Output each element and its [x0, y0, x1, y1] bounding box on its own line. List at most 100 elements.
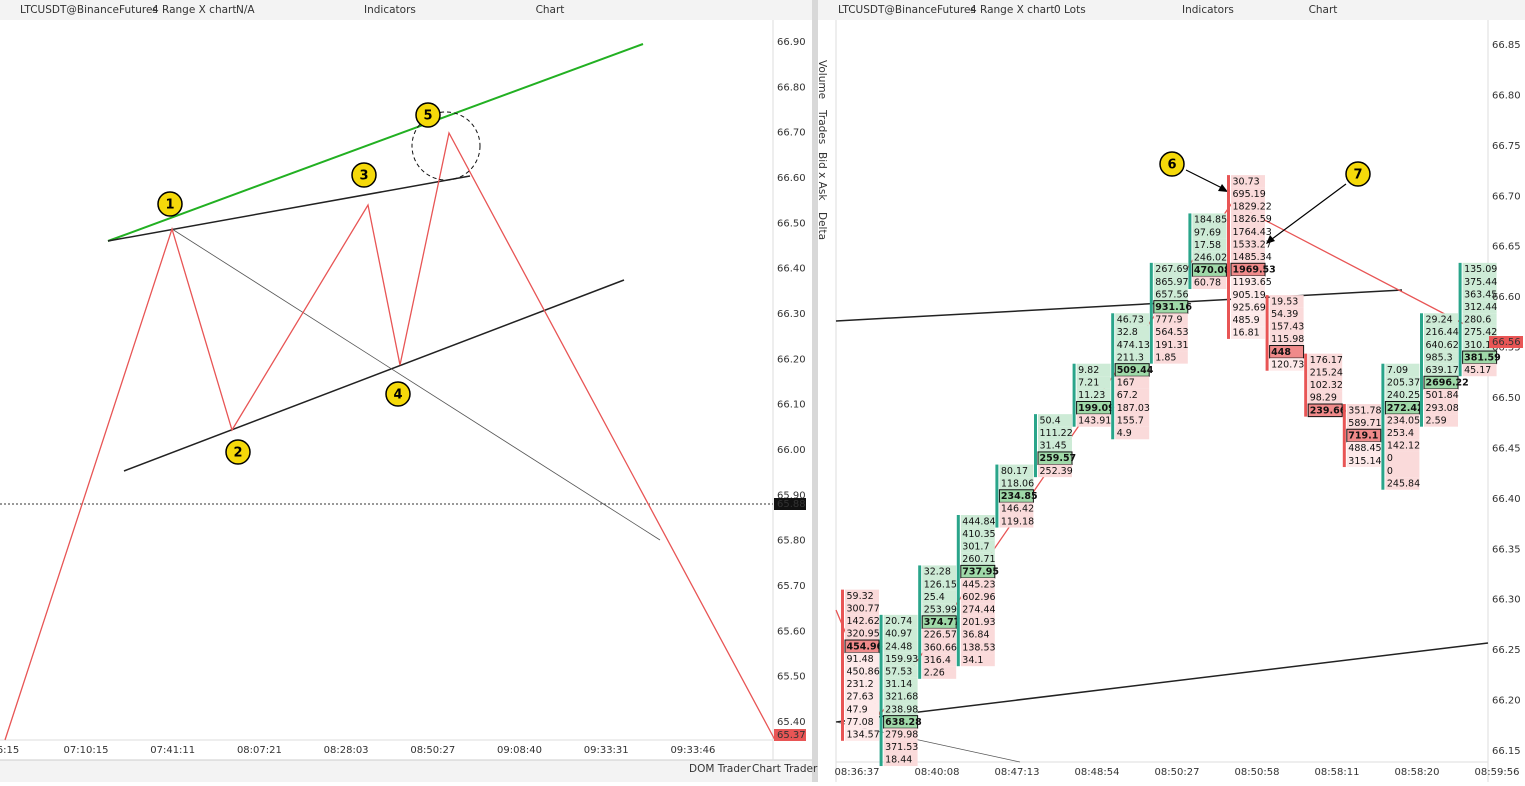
- cell-value: 351.78: [1348, 405, 1381, 416]
- cell: [1462, 313, 1497, 326]
- cell-value: 239.66: [1310, 405, 1347, 416]
- cell-value: 191.31: [1155, 340, 1188, 351]
- zigzag: [4, 131, 776, 741]
- cluster-bar: [1072, 363, 1076, 427]
- cell: [1462, 300, 1497, 314]
- dom-trader[interactable]: DOM Trader: [689, 763, 751, 775]
- cell-value: 509.44: [1117, 365, 1154, 376]
- cell: [1308, 391, 1343, 405]
- cell-value: 363.45: [1464, 289, 1497, 300]
- cell-value: 138.53: [962, 642, 995, 653]
- cell-value: 259.57: [1040, 453, 1077, 464]
- cell: [960, 615, 995, 629]
- price-label: 66.80: [777, 82, 806, 93]
- price-label: 65.70: [777, 581, 806, 592]
- price-label: 66.65: [1492, 242, 1521, 253]
- cell: [845, 652, 879, 666]
- cell-value: 865.97: [1155, 277, 1188, 288]
- price-label: 66.30: [1492, 595, 1521, 606]
- cell-value: 142.62: [847, 616, 880, 627]
- cell: [845, 677, 879, 691]
- cell: [1269, 320, 1304, 333]
- indicators[interactable]: Indicators: [1182, 4, 1234, 16]
- time-label: 08:36:37: [835, 767, 880, 778]
- cluster-bar: [1458, 262, 1462, 377]
- cell-value: 25.4: [924, 592, 945, 603]
- cluster-bar: [1342, 404, 1346, 468]
- lots[interactable]: 0 Lots: [1054, 4, 1086, 16]
- side-tab[interactable]: Bid x Ask: [816, 152, 828, 201]
- marker-circle: [351, 162, 377, 188]
- cell: [1115, 313, 1150, 326]
- cell: [883, 728, 918, 741]
- cell: [960, 577, 995, 591]
- cell-value: 77.08: [847, 717, 874, 728]
- cell-value: 454.96: [847, 641, 884, 652]
- cell-value: 274.44: [962, 604, 995, 615]
- cell-value: 777.9: [1155, 315, 1182, 326]
- cell-value: 638.28: [885, 717, 922, 728]
- cell: [1385, 388, 1420, 402]
- cluster-bar: [956, 514, 960, 667]
- cell: [1153, 313, 1188, 326]
- price-label: 66.70: [777, 128, 806, 139]
- cell-value: 371.53: [885, 742, 918, 753]
- marker-label: 7: [1353, 168, 1362, 183]
- indicators[interactable]: Indicators: [364, 4, 416, 16]
- side-tab[interactable]: Delta: [816, 212, 828, 240]
- cell-value: 245.84: [1387, 478, 1420, 489]
- cell-value: 155.7: [1117, 415, 1144, 426]
- cell-value: 97.69: [1194, 227, 1221, 238]
- side-tab[interactable]: Volume: [816, 60, 828, 99]
- lots[interactable]: N/A: [236, 4, 255, 16]
- cell: [1346, 416, 1381, 430]
- cell-value: 315.14: [1348, 456, 1381, 467]
- cell: [1115, 426, 1150, 440]
- cluster-bar: [1034, 414, 1037, 478]
- cell: [1038, 414, 1072, 427]
- cell: [1231, 225, 1265, 239]
- cell: [1462, 325, 1497, 339]
- chart-type[interactable]: 4 Range X chart: [970, 4, 1054, 16]
- cell-value: 253.4: [1387, 428, 1414, 439]
- symbol[interactable]: LTCUSDT@BinanceFutures: [838, 4, 976, 16]
- cell: [845, 728, 879, 741]
- cell-value: 31.14: [885, 679, 912, 690]
- marker-circle: [225, 439, 251, 465]
- cell: [1231, 313, 1265, 327]
- cell: [883, 640, 918, 653]
- time-label: 08:48:54: [1075, 767, 1120, 778]
- chart-type[interactable]: 4 Range X chart: [152, 4, 236, 16]
- current-price: 65.37: [777, 730, 806, 741]
- cell-value: 639.17: [1426, 365, 1459, 376]
- cell-value: 30.73: [1233, 176, 1260, 187]
- cell-value: 50.4: [1040, 415, 1061, 426]
- symbol[interactable]: LTCUSDT@BinanceFutures: [20, 4, 158, 16]
- cell-value: 19.53: [1271, 296, 1298, 307]
- cell-value: 118.06: [1001, 478, 1034, 489]
- cell: [1115, 338, 1150, 352]
- time-label: 07:10:15: [64, 745, 109, 756]
- marker-circle: [1159, 151, 1185, 177]
- price-badge: [774, 729, 806, 741]
- cell: [883, 627, 918, 641]
- cell-value: 60.78: [1194, 278, 1221, 289]
- time-label: 08:58:11: [1315, 767, 1360, 778]
- marker-label: 6: [1167, 158, 1176, 173]
- time-label: 08:40:08: [915, 767, 960, 778]
- time-label: 08:47:13: [995, 767, 1040, 778]
- cell: [1231, 326, 1265, 339]
- cell-value: 410.35: [962, 529, 995, 540]
- cell-value: 32.28: [924, 567, 951, 578]
- time-label: 09:33:31: [584, 745, 629, 756]
- cell-value: 275.42: [1464, 327, 1497, 338]
- cell: [1115, 414, 1150, 427]
- side-tab[interactable]: Trades: [816, 109, 828, 144]
- chart-trader[interactable]: Chart Trader: [752, 763, 818, 775]
- cell-value: 32.8: [1117, 327, 1138, 338]
- cell-value: 252.39: [1040, 466, 1073, 477]
- cell: [999, 477, 1034, 490]
- cell: [1115, 376, 1150, 389]
- cell-value: 0: [1387, 466, 1393, 477]
